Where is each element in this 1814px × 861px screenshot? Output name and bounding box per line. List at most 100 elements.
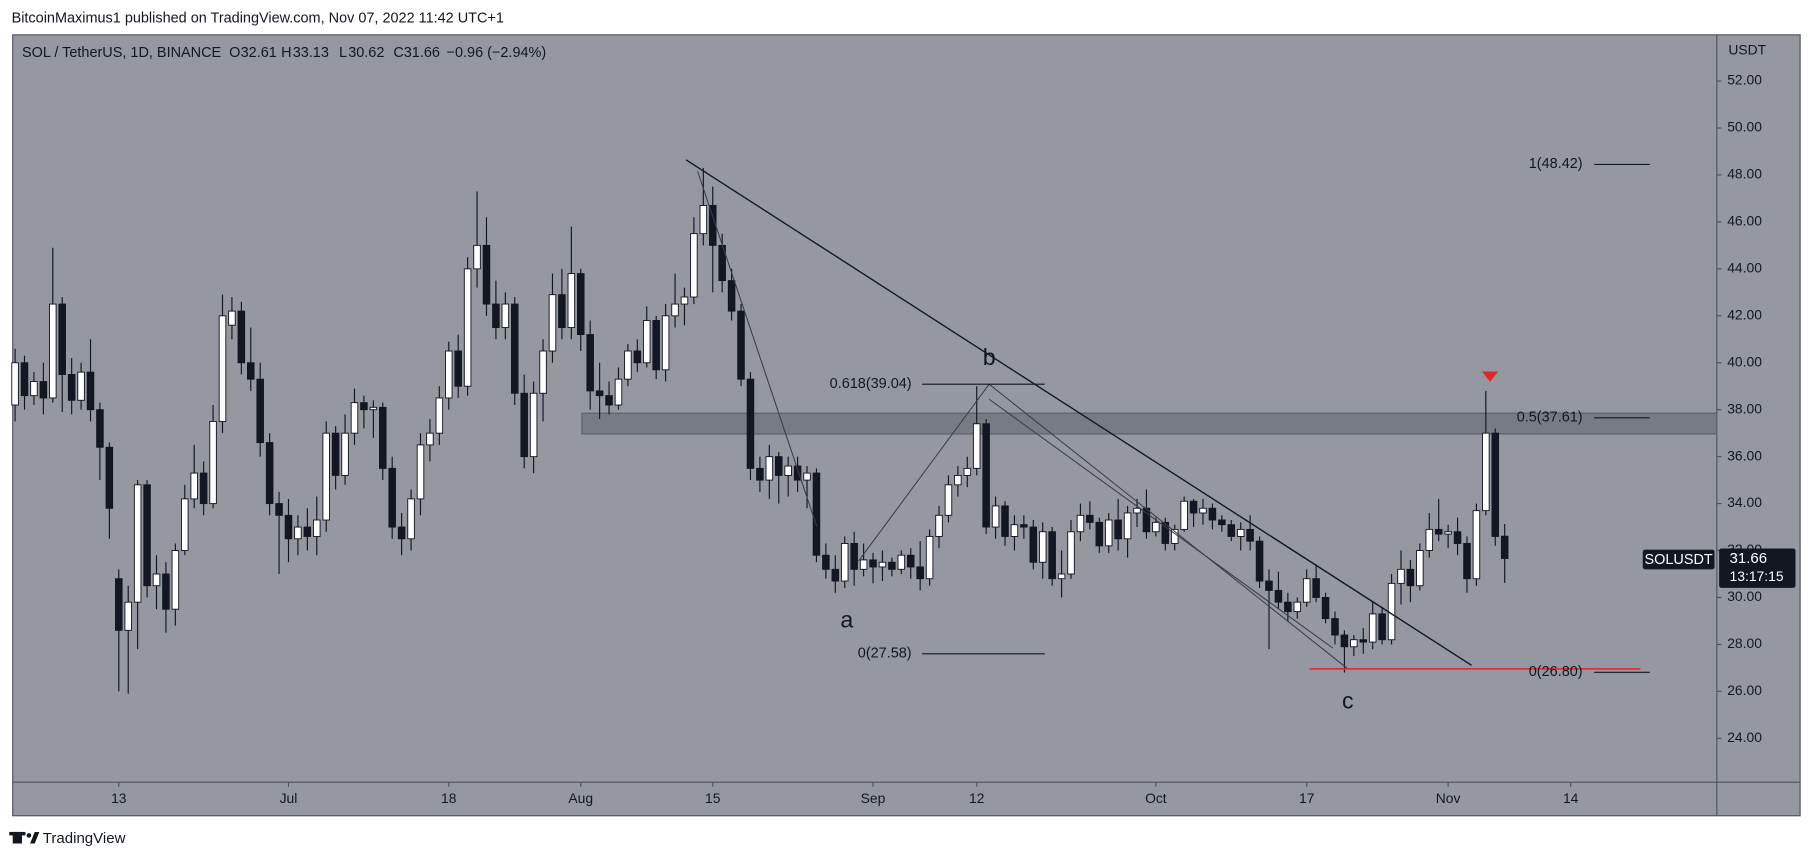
ohlc-key: H	[281, 45, 291, 61]
footer-brand: TradingView	[43, 830, 126, 847]
candle-body	[1161, 521, 1170, 544]
candle-body	[11, 362, 19, 406]
candle-body	[529, 392, 538, 458]
fib-label: 0(27.58)	[858, 646, 912, 662]
candle-body	[1331, 618, 1339, 636]
candle-body	[1434, 528, 1443, 535]
candle-body	[925, 535, 934, 580]
candle-body	[115, 578, 123, 631]
candle-body	[1038, 531, 1047, 563]
candle-body	[331, 432, 340, 476]
ohlc-value: 31.66	[404, 45, 440, 61]
candle-body	[152, 573, 161, 587]
y-tick-label: 40.00	[1727, 353, 1762, 369]
candle-body	[558, 294, 566, 329]
candle-body	[690, 233, 698, 298]
candle-body	[793, 465, 802, 481]
x-tick-label: 15	[705, 790, 721, 806]
candle-body	[1274, 589, 1283, 603]
candle-body	[850, 543, 858, 570]
candle-body	[737, 310, 745, 380]
ohlc-value: 30.62	[348, 45, 384, 61]
candle-body	[369, 406, 378, 411]
x-tick-label: 13	[111, 790, 127, 806]
candle-body	[1246, 528, 1254, 542]
candle-body	[39, 381, 48, 399]
fib-label: 0.5(37.61)	[1517, 410, 1583, 426]
candle-body	[859, 559, 868, 570]
candle-body	[576, 273, 585, 336]
symbol-tag	[1642, 549, 1715, 570]
fib-label: 0(26.80)	[1529, 664, 1583, 680]
candle-body	[294, 526, 302, 540]
price-tag	[1719, 548, 1796, 588]
candle-body	[746, 378, 755, 469]
candle-body	[595, 390, 604, 397]
x-tick-label: 17	[1299, 790, 1315, 806]
candle-body	[20, 362, 29, 397]
candle-body	[1321, 597, 1330, 620]
candle-body	[671, 303, 679, 317]
candle-body	[454, 350, 462, 387]
candle-body	[284, 514, 293, 540]
candle-body	[840, 543, 849, 582]
candle-body	[143, 484, 151, 587]
candle-body	[265, 442, 274, 505]
candle-body	[1482, 432, 1490, 512]
x-tick-label: Sep	[861, 790, 886, 806]
candle-body	[303, 526, 312, 537]
candle-body	[1378, 613, 1386, 641]
candle-body	[435, 397, 444, 434]
candle-body	[916, 566, 924, 580]
candle-body	[1067, 531, 1075, 575]
candle-body	[586, 334, 594, 392]
x-tick-label: 18	[441, 790, 457, 806]
change-value: −0.96 (−2.94%)	[447, 45, 547, 61]
resistance-zone	[581, 412, 1718, 435]
fib-label: 0.618(39.04)	[830, 376, 912, 392]
candle-body	[237, 310, 246, 364]
candle-body	[539, 350, 547, 394]
candle-body	[642, 320, 651, 364]
candle-body	[831, 568, 840, 582]
candle-body	[96, 409, 104, 448]
candle-body	[58, 303, 66, 375]
descending-trendline	[685, 159, 1472, 666]
candle-body	[1020, 524, 1028, 528]
candle-body	[416, 444, 425, 500]
candle-body	[1406, 568, 1415, 587]
candle-body	[1444, 531, 1452, 535]
candle-body	[869, 559, 877, 568]
candle-body	[699, 205, 708, 235]
y-tick-label: 42.00	[1727, 306, 1762, 322]
candle-body	[473, 244, 481, 270]
candle-body	[1218, 519, 1226, 526]
candle-body	[680, 296, 689, 305]
candle-body	[181, 498, 189, 551]
y-tick-label: 34.00	[1727, 494, 1762, 510]
candle-body	[548, 294, 557, 352]
candle-body	[1500, 535, 1509, 559]
candle-body	[1340, 634, 1349, 648]
candle-body	[1048, 531, 1056, 580]
candle-body	[397, 526, 406, 540]
y-tick-label: 48.00	[1727, 166, 1762, 182]
candle-body	[1359, 639, 1368, 643]
candle-body	[501, 303, 510, 329]
ohlc-key: O	[229, 45, 240, 61]
ohlc-value: 33.13	[293, 45, 329, 61]
candle-body	[1284, 601, 1292, 613]
candle-body	[30, 381, 38, 397]
candle-body	[1104, 519, 1113, 547]
candle-body	[1133, 507, 1141, 514]
candle-body	[1302, 578, 1311, 603]
candle-body	[313, 519, 321, 537]
candle-body	[350, 402, 359, 434]
ohlc-key: C	[393, 45, 403, 61]
candle-body	[275, 503, 283, 516]
candle-body	[1208, 507, 1217, 521]
candle-body	[1368, 613, 1377, 643]
y-tick-label: 44.00	[1727, 260, 1762, 276]
